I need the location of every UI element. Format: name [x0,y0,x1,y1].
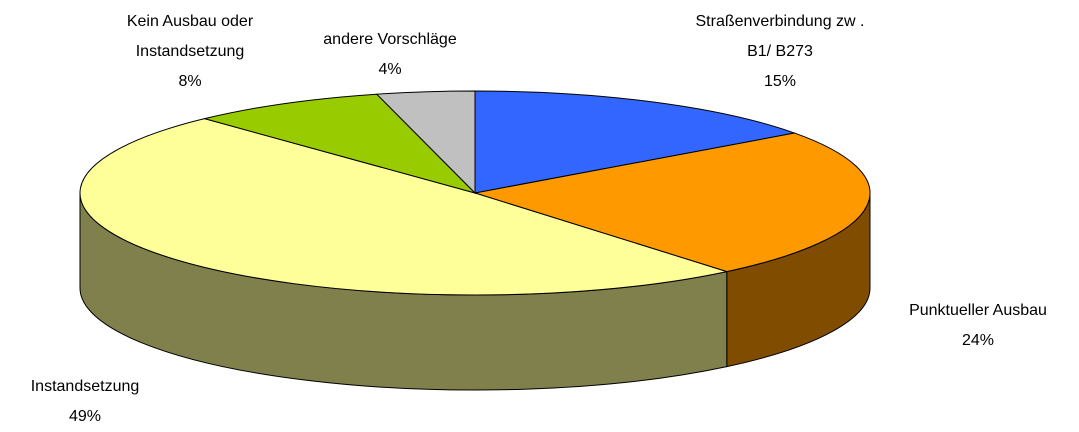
category-name: Kein Ausbau oder Instandsetzung [126,13,254,60]
slice-label: Punktueller Ausbau 24% [848,296,1079,356]
value-label: 4% [378,61,402,78]
slice-label: Instandsetzung 49% [0,372,215,432]
category-name: Instandsetzung [30,378,140,395]
category-name: Straßenverbindung zw . B1/ B273 [695,13,865,60]
pie-slice [375,90,476,195]
slice-label: Straßenverbindung zw . B1/ B273 15% [650,7,910,97]
pie-slice [202,93,477,194]
slice-label: andere Vorschläge 4% [260,25,520,85]
pie-slice [79,118,729,296]
pie-slice [474,90,797,194]
value-label: 24% [961,332,995,349]
category-name: andere Vorschläge [323,31,457,48]
pie-slice [474,132,871,273]
category-name: Punktueller Ausbau [909,302,1047,319]
value-label: 49% [68,408,102,425]
value-label: 15% [763,73,797,90]
slice-label: Kein Ausbau oder Instandsetzung 8% [60,7,320,97]
value-label: 8% [178,73,202,90]
